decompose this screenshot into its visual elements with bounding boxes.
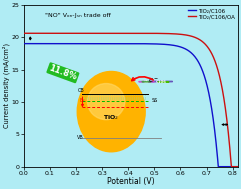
TiO₂/C106: [189, 51, 192, 54]
Circle shape: [149, 81, 173, 82]
Circle shape: [139, 81, 154, 82]
Line: TiO₂/C106: TiO₂/C106: [24, 44, 241, 167]
Line: TiO₂/C106/OA: TiO₂/C106/OA: [24, 33, 241, 167]
Legend: TiO₂/C106, TiO₂/C106/OA: TiO₂/C106, TiO₂/C106/OA: [187, 8, 235, 20]
Ellipse shape: [87, 84, 125, 120]
Text: 11.8%: 11.8%: [48, 64, 78, 82]
Text: e$^-$: e$^-$: [147, 77, 158, 85]
TiO₂/C106/OA: [189, 35, 192, 37]
TiO₂/C106: [217, 166, 220, 168]
TiO₂/C106: [153, 43, 156, 45]
TiO₂/C106/OA: [171, 33, 174, 35]
Circle shape: [142, 81, 151, 82]
Text: SS: SS: [152, 98, 158, 103]
TiO₂/C106/OA: [79, 32, 82, 34]
Text: TiO$_2$: TiO$_2$: [103, 113, 119, 122]
Text: OA: OA: [144, 80, 149, 84]
Ellipse shape: [77, 71, 145, 152]
Text: E$_f$: E$_f$: [79, 96, 85, 105]
TiO₂/C106/OA: [123, 32, 126, 34]
Text: "NO" Vₒₙ-Jₛₙ trade off: "NO" Vₒₙ-Jₛₙ trade off: [45, 12, 110, 18]
TiO₂/C106/OA: [153, 32, 156, 34]
TiO₂/C106: [22, 43, 25, 45]
TiO₂/C106/OA: [230, 166, 233, 168]
TiO₂/C106: [79, 43, 82, 45]
TiO₂/C106/OA: [22, 32, 25, 34]
X-axis label: Potential (V): Potential (V): [107, 177, 155, 186]
Y-axis label: Current density (mA/cm²): Current density (mA/cm²): [3, 43, 10, 128]
TiO₂/C106: [123, 43, 126, 45]
Text: CB: CB: [77, 88, 84, 94]
Text: VB: VB: [77, 135, 84, 140]
Text: C106: C106: [155, 80, 166, 84]
TiO₂/C106/OA: [61, 32, 64, 34]
TiO₂/C106: [171, 44, 174, 46]
TiO₂/C106: [61, 43, 64, 45]
